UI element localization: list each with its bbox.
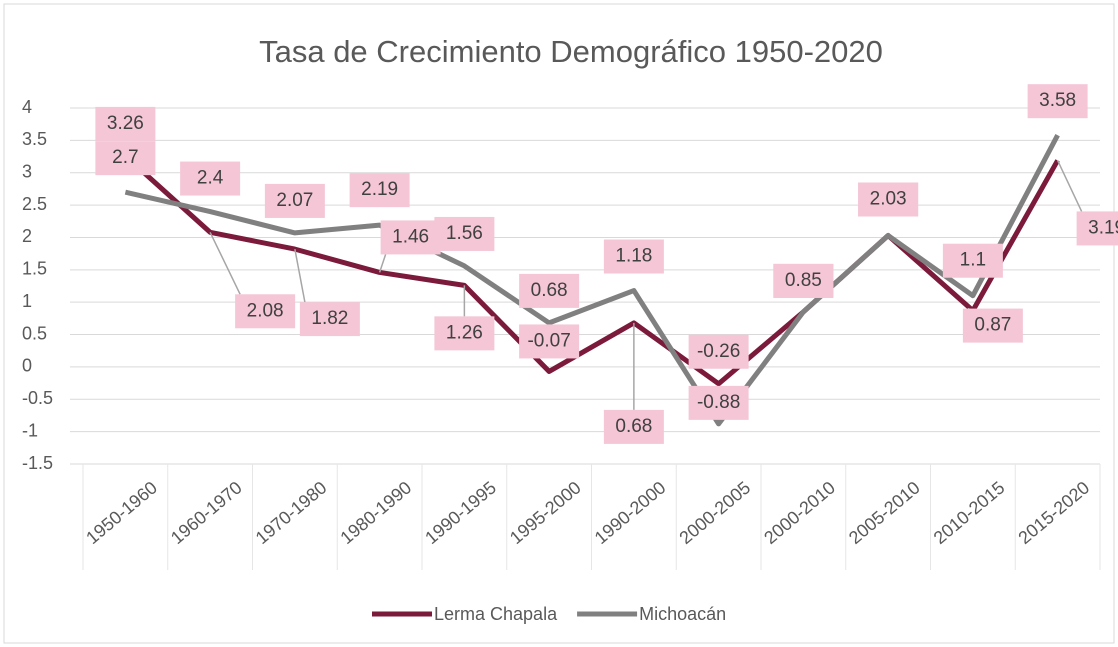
leader-line bbox=[1056, 160, 1083, 212]
data-label-box bbox=[299, 302, 360, 337]
chart-border bbox=[3, 3, 1115, 644]
data-label-box bbox=[688, 334, 749, 369]
data-label: 1.82 bbox=[311, 308, 348, 329]
data-label-box bbox=[180, 161, 241, 196]
data-label-box bbox=[434, 216, 495, 251]
data-label: 3.26 bbox=[107, 113, 144, 134]
y-tick-label: 0.5 bbox=[22, 323, 47, 343]
legend-label: Lerma Chapala bbox=[434, 604, 558, 624]
data-label-box bbox=[519, 324, 580, 359]
data-label: 3.19 bbox=[1088, 217, 1118, 238]
data-label-box bbox=[603, 409, 664, 444]
data-label: 1.46 bbox=[392, 226, 429, 247]
data-label-box bbox=[858, 182, 919, 217]
data-label: 1.1 bbox=[960, 250, 986, 271]
y-tick-label: -0.5 bbox=[22, 388, 53, 408]
data-label: 2.4 bbox=[197, 168, 224, 189]
data-label-box bbox=[95, 106, 156, 141]
y-tick-label: 2 bbox=[22, 226, 32, 246]
data-label: 1.56 bbox=[446, 223, 483, 244]
data-label-box bbox=[1027, 84, 1088, 119]
leader-line bbox=[209, 231, 241, 295]
y-tick-label: 3.5 bbox=[22, 129, 47, 149]
data-label: 1.26 bbox=[446, 322, 483, 343]
data-label: 0.85 bbox=[785, 270, 822, 291]
data-label-box bbox=[95, 141, 156, 176]
data-label-box bbox=[434, 316, 495, 351]
y-tick-label: 1 bbox=[22, 291, 32, 311]
data-label-box bbox=[519, 273, 580, 308]
data-label: 2.03 bbox=[870, 189, 907, 210]
data-label-box bbox=[603, 239, 664, 274]
data-label: 0.68 bbox=[531, 280, 568, 301]
data-label-box bbox=[264, 183, 325, 218]
data-label: 2.7 bbox=[112, 147, 138, 168]
data-label: -0.88 bbox=[697, 392, 740, 413]
data-label-box bbox=[688, 385, 749, 420]
data-label-box bbox=[349, 173, 410, 208]
data-label: -0.26 bbox=[697, 341, 740, 362]
leader-line bbox=[294, 248, 306, 303]
data-label: 0.87 bbox=[974, 315, 1011, 336]
y-tick-label: -1.5 bbox=[22, 453, 53, 473]
y-tick-label: 3 bbox=[22, 161, 32, 181]
y-tick-label: 1.5 bbox=[22, 259, 47, 279]
data-label: 3.58 bbox=[1039, 90, 1076, 111]
data-label-box bbox=[380, 220, 441, 255]
data-label: -0.07 bbox=[527, 330, 570, 351]
data-label: 2.08 bbox=[247, 300, 284, 321]
y-tick-label: 4 bbox=[22, 97, 32, 117]
data-label-box bbox=[235, 294, 296, 329]
data-label-box bbox=[962, 308, 1023, 343]
chart-title: Tasa de Crecimiento Demográfico 1950-202… bbox=[259, 34, 883, 69]
series-line bbox=[124, 134, 1060, 427]
data-label: 1.18 bbox=[615, 246, 652, 267]
leader-line bbox=[378, 254, 387, 273]
legend-label: Michoacán bbox=[639, 604, 726, 624]
data-label-box bbox=[1076, 211, 1118, 246]
y-tick-label: 2.5 bbox=[22, 194, 47, 214]
data-label: 2.07 bbox=[276, 190, 313, 211]
data-label: 0.68 bbox=[615, 416, 652, 437]
data-label: 2.19 bbox=[361, 179, 398, 200]
data-label-box bbox=[942, 243, 1003, 278]
y-tick-label: -1 bbox=[22, 420, 38, 440]
y-tick-label: 0 bbox=[22, 356, 32, 376]
data-label-box bbox=[773, 263, 834, 298]
